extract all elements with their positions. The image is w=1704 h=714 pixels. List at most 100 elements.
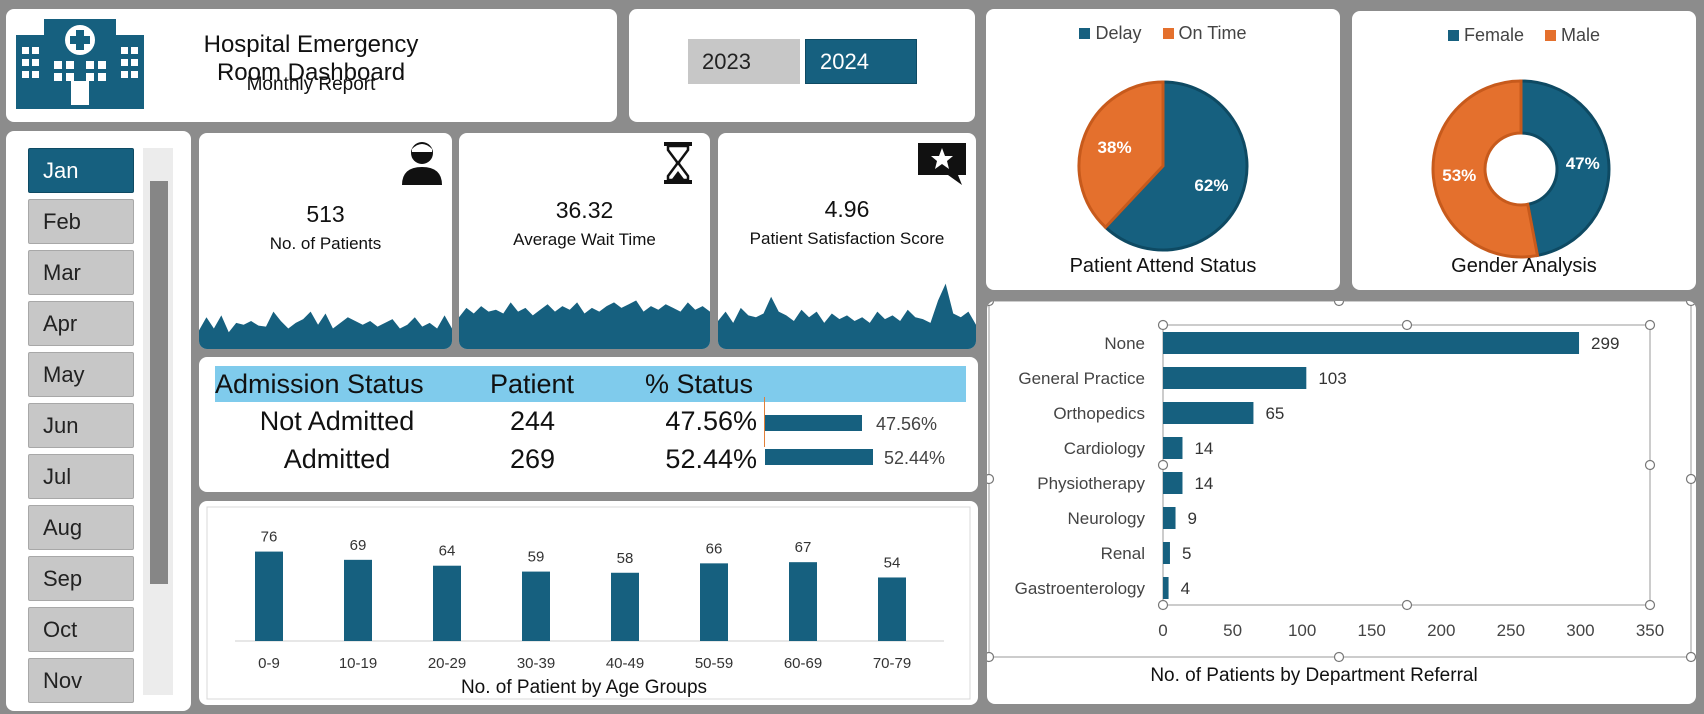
row-bar-not-admitted xyxy=(765,415,863,431)
resize-handle[interactable] xyxy=(1157,459,1169,471)
age-groups-card: 76 0-9 69 10-19 64 20-29 59 30-39 58 40-49 66 50-59… xyxy=(199,501,978,705)
row-pct-admitted: 52.44% xyxy=(665,444,757,474)
kpi-patients-card: 513 No. of Patients xyxy=(199,133,452,349)
month-button-oct[interactable]: Oct xyxy=(28,607,134,652)
gender-analysis-card: Female Male 47% 53% Gender Analysis xyxy=(1352,11,1696,290)
age-bar-label-10-19: 69 xyxy=(350,537,367,554)
age-bar-label-70-79: 54 xyxy=(884,554,901,571)
dept-tick-neurology: Neurology xyxy=(1068,509,1146,528)
resize-handle[interactable] xyxy=(1401,599,1413,611)
resize-handle[interactable] xyxy=(987,651,995,663)
resize-handle[interactable] xyxy=(1333,301,1345,307)
hospital-icon xyxy=(16,19,144,109)
page-subtitle: Monthly Report xyxy=(246,74,376,95)
resize-handle[interactable] xyxy=(987,301,995,307)
dept-bar-label-neurology: 9 xyxy=(1188,509,1197,528)
resize-handle[interactable] xyxy=(1685,301,1696,307)
year-2023-button[interactable]: 2023 xyxy=(688,39,800,84)
kpi-wait-card: 36.32 Average Wait Time xyxy=(459,133,710,349)
age-bar-label-0-9: 76 xyxy=(261,529,278,546)
dept-bar-neurology[interactable] xyxy=(1163,507,1176,529)
month-scrollbar-thumb[interactable] xyxy=(150,181,168,584)
age-tick-70-79: 70-79 xyxy=(873,655,911,672)
month-button-apr[interactable]: Apr xyxy=(28,301,134,346)
kpi-satisfaction-label: Patient Satisfaction Score xyxy=(749,229,945,248)
row-patients-admitted: 269 xyxy=(510,444,556,474)
kpi-patients-value: 513 xyxy=(306,201,345,227)
resize-handle[interactable] xyxy=(1401,319,1413,331)
row-status-admitted: Admitted xyxy=(283,444,391,474)
age-bar-label-60-69: 67 xyxy=(795,539,812,556)
resize-handle[interactable] xyxy=(1644,599,1656,611)
month-button-aug[interactable]: Aug xyxy=(28,505,134,550)
dept-bar-gastroenterology[interactable] xyxy=(1163,577,1169,599)
age-tick-40-49: 40-49 xyxy=(606,655,644,672)
wait-sparkline xyxy=(459,300,710,349)
dept-xtick-150: 150 xyxy=(1358,621,1386,640)
year-2024-button[interactable]: 2024 xyxy=(805,39,917,84)
dept-bar-renal[interactable] xyxy=(1163,542,1170,564)
department-referral-bar-chart: None 299 General Practice 103 Orthopedics 65 C… xyxy=(987,301,1696,686)
age-bar-30-39[interactable] xyxy=(522,571,550,641)
resize-handle[interactable] xyxy=(1333,651,1345,663)
month-button-jan[interactable]: Jan xyxy=(28,148,134,193)
dept-bar-general-practice[interactable] xyxy=(1163,367,1307,389)
gender-slice-male[interactable] xyxy=(1431,79,1540,259)
gender-legend: Female Male xyxy=(1352,25,1696,46)
age-bar-label-20-29: 64 xyxy=(439,543,456,560)
gender-label-female: 47% xyxy=(1566,154,1600,173)
month-button-jul[interactable]: Jul xyxy=(28,454,134,499)
age-bar-50-59[interactable] xyxy=(700,563,728,641)
age-bar-10-19[interactable] xyxy=(344,559,372,641)
dept-tick-general-practice: General Practice xyxy=(1018,369,1145,388)
dept-tick-physiotherapy: Physiotherapy xyxy=(1037,474,1145,493)
dept-bar-physiotherapy[interactable] xyxy=(1163,472,1183,494)
kpi-wait-label: Average Wait Time xyxy=(513,230,656,249)
month-button-nov[interactable]: Nov xyxy=(28,658,134,703)
attend-pie-chart: 62% 38% xyxy=(1077,80,1249,252)
dept-xtick-50: 50 xyxy=(1223,621,1242,640)
header-admission-status: Admission Status xyxy=(215,369,424,399)
age-bar-20-29[interactable] xyxy=(433,565,461,641)
attend-status-card: Delay On Time 62% 38% Patient Attend Stat… xyxy=(986,9,1340,290)
dept-bar-orthopedics[interactable] xyxy=(1163,402,1254,424)
kpi-wait-value: 36.32 xyxy=(555,197,614,223)
age-bar-label-50-59: 66 xyxy=(706,540,723,557)
department-referral-card: None 299 General Practice 103 Orthopedics 65 C… xyxy=(987,301,1696,704)
dept-bar-label-none: 299 xyxy=(1591,334,1619,353)
resize-handle[interactable] xyxy=(1157,599,1169,611)
page-title: Hospital Emergency Room Dashboard xyxy=(203,31,419,86)
resize-handle[interactable] xyxy=(1685,651,1696,663)
row-bar-label-not-admitted: 47.56% xyxy=(876,414,938,434)
header-pct-status: % Status xyxy=(645,369,754,399)
dept-tick-gastroenterology: Gastroenterology xyxy=(1015,579,1146,598)
month-button-sep[interactable]: Sep xyxy=(28,556,134,601)
legend-item-delay: Delay xyxy=(1079,23,1141,44)
month-button-mar[interactable]: Mar xyxy=(28,250,134,295)
dept-bar-cardiology[interactable] xyxy=(1163,437,1183,459)
attend-slice-on-time[interactable] xyxy=(1077,80,1165,230)
resize-handle[interactable] xyxy=(1644,319,1656,331)
age-bar-0-9[interactable] xyxy=(255,551,283,641)
month-button-feb[interactable]: Feb xyxy=(28,199,134,244)
year-selector: 2023 2024 xyxy=(629,9,975,122)
legend-item-male: Male xyxy=(1545,25,1600,46)
month-button-jun[interactable]: Jun xyxy=(28,403,134,448)
resize-handle[interactable] xyxy=(1644,459,1656,471)
dept-xtick-200: 200 xyxy=(1427,621,1455,640)
bar-axis xyxy=(764,397,765,447)
dept-bar-none[interactable] xyxy=(1163,332,1580,354)
dept-xtick-100: 100 xyxy=(1288,621,1316,640)
age-bar-60-69[interactable] xyxy=(789,562,817,641)
month-button-may[interactable]: May xyxy=(28,352,134,397)
resize-handle[interactable] xyxy=(987,473,995,485)
resize-handle[interactable] xyxy=(1157,319,1169,331)
age-bar-70-79[interactable] xyxy=(878,577,906,641)
attend-chart-title: Patient Attend Status xyxy=(1069,255,1257,277)
resize-handle[interactable] xyxy=(1685,473,1696,485)
dept-tick-cardiology: Cardiology xyxy=(1064,439,1146,458)
attend-slice-delay[interactable] xyxy=(1103,80,1249,252)
gender-slice-female[interactable] xyxy=(1519,79,1611,258)
month-slicer: Jan Feb Mar Apr May Jun Jul Aug Sep Oct Nov xyxy=(6,131,191,711)
age-bar-40-49[interactable] xyxy=(611,572,639,641)
